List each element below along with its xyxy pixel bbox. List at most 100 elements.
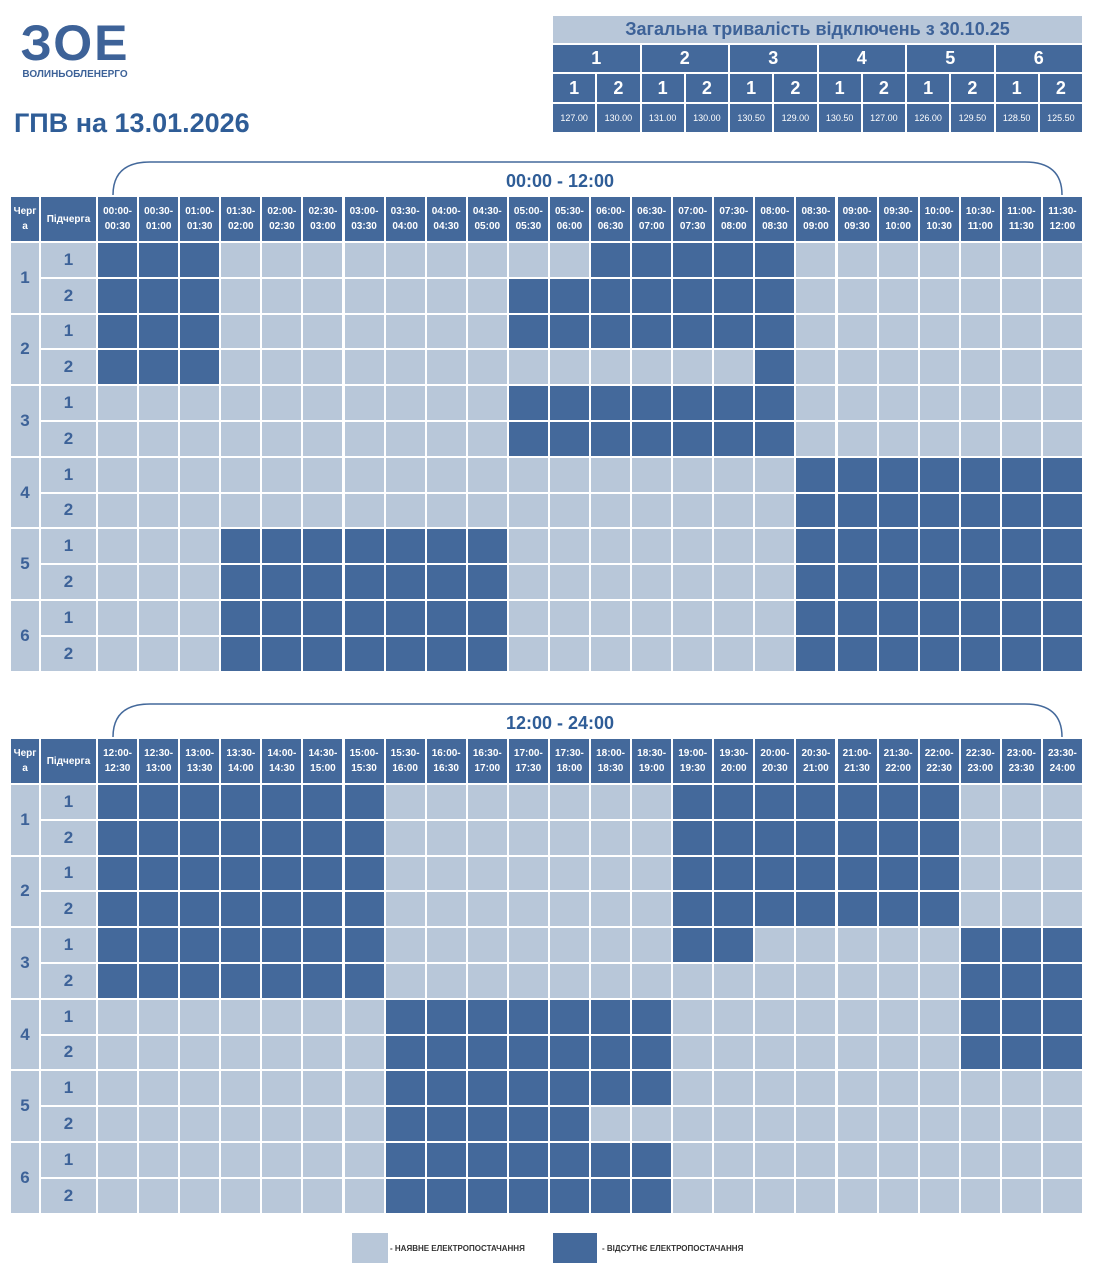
slot-header: 14:30-15:00 bbox=[302, 738, 344, 784]
subqueue-label: 1 bbox=[40, 1070, 97, 1107]
power-cell bbox=[836, 313, 878, 350]
outage-cell bbox=[590, 313, 632, 350]
queue-label: 6 bbox=[10, 600, 40, 672]
power-cell bbox=[1000, 385, 1042, 421]
power-cell bbox=[795, 421, 837, 457]
power-cell bbox=[343, 1142, 385, 1178]
outage-cell bbox=[1041, 998, 1083, 1035]
outage-cell bbox=[507, 313, 549, 350]
power-cell bbox=[179, 1106, 221, 1142]
logo: ЗОЕ bbox=[20, 15, 130, 71]
power-cell bbox=[302, 421, 344, 457]
outage-cell bbox=[220, 819, 262, 856]
outage-cell bbox=[548, 1142, 590, 1178]
outage-cell bbox=[590, 1070, 632, 1107]
power-cell bbox=[959, 1070, 1001, 1107]
power-cell bbox=[877, 277, 919, 314]
outage-cell bbox=[1000, 564, 1042, 600]
power-cell bbox=[590, 456, 632, 493]
outage-cell bbox=[713, 421, 755, 457]
power-cell bbox=[672, 600, 714, 636]
outage-cell bbox=[1000, 492, 1042, 529]
power-cell bbox=[1000, 349, 1042, 386]
power-cell bbox=[672, 1034, 714, 1071]
power-cell bbox=[795, 1070, 837, 1107]
power-cell bbox=[754, 600, 796, 636]
power-cell bbox=[1041, 242, 1083, 278]
outage-cell bbox=[631, 313, 673, 350]
power-cell bbox=[220, 1034, 262, 1071]
power-cell bbox=[179, 998, 221, 1035]
outage-cell bbox=[507, 421, 549, 457]
slot-header: 15:00-15:30 bbox=[343, 738, 385, 784]
summary-value: 128.50 bbox=[994, 103, 1039, 133]
outage-cell bbox=[590, 998, 632, 1035]
subqueue-label: 2 bbox=[40, 819, 97, 856]
outage-cell bbox=[466, 1106, 508, 1142]
outage-cell bbox=[713, 313, 755, 350]
power-cell bbox=[713, 492, 755, 529]
power-cell bbox=[631, 1106, 673, 1142]
slot-header: 11:00-11:30 bbox=[1000, 196, 1042, 242]
power-cell bbox=[466, 242, 508, 278]
power-cell bbox=[877, 1070, 919, 1107]
power-cell bbox=[795, 963, 837, 999]
power-cell bbox=[631, 819, 673, 856]
outage-cell bbox=[877, 891, 919, 928]
power-cell bbox=[97, 1142, 139, 1178]
power-cell bbox=[918, 1177, 960, 1214]
power-cell bbox=[179, 635, 221, 672]
power-cell bbox=[466, 492, 508, 529]
power-cell bbox=[1000, 819, 1042, 856]
slot-header: 00:00-00:30 bbox=[97, 196, 139, 242]
outage-cell bbox=[384, 528, 426, 565]
power-cell bbox=[918, 349, 960, 386]
slot-header: 16:00-16:30 bbox=[425, 738, 467, 784]
power-cell bbox=[179, 564, 221, 600]
power-cell bbox=[631, 891, 673, 928]
power-cell bbox=[138, 600, 180, 636]
outage-cell bbox=[384, 1070, 426, 1107]
power-cell bbox=[507, 242, 549, 278]
power-cell bbox=[97, 528, 139, 565]
power-cell bbox=[507, 349, 549, 386]
power-cell bbox=[507, 528, 549, 565]
power-cell bbox=[261, 1142, 303, 1178]
outage-cell bbox=[384, 1106, 426, 1142]
power-cell bbox=[713, 1106, 755, 1142]
power-cell bbox=[97, 600, 139, 636]
outage-cell bbox=[425, 1034, 467, 1071]
power-cell bbox=[918, 998, 960, 1035]
power-cell bbox=[548, 855, 590, 892]
power-cell bbox=[713, 1034, 755, 1071]
power-cell bbox=[220, 277, 262, 314]
power-cell bbox=[384, 313, 426, 350]
slot-header: 22:00-22:30 bbox=[918, 738, 960, 784]
summary-subgroup: 1 bbox=[729, 73, 774, 103]
power-cell bbox=[466, 819, 508, 856]
power-cell bbox=[384, 819, 426, 856]
outage-cell bbox=[384, 1034, 426, 1071]
power-cell bbox=[466, 456, 508, 493]
queue-label: 3 bbox=[10, 385, 40, 457]
slot-header: 22:30-23:00 bbox=[959, 738, 1001, 784]
range-label: 00:00 - 12:00 bbox=[400, 170, 720, 192]
power-cell bbox=[795, 242, 837, 278]
power-cell bbox=[220, 1106, 262, 1142]
slot-header: 07:00-07:30 bbox=[672, 196, 714, 242]
power-cell bbox=[384, 385, 426, 421]
outage-cell bbox=[179, 927, 221, 963]
outage-cell bbox=[220, 963, 262, 999]
power-cell bbox=[754, 1142, 796, 1178]
slot-header: 14:00-14:30 bbox=[261, 738, 303, 784]
queue-label: 2 bbox=[10, 313, 40, 386]
outage-cell bbox=[507, 1106, 549, 1142]
outage-cell bbox=[672, 855, 714, 892]
outage-cell bbox=[220, 564, 262, 600]
queue-label: 1 bbox=[10, 242, 40, 314]
power-cell bbox=[302, 1034, 344, 1071]
power-cell bbox=[754, 1106, 796, 1142]
power-cell bbox=[261, 1106, 303, 1142]
power-cell bbox=[1041, 421, 1083, 457]
outage-cell bbox=[97, 349, 139, 386]
